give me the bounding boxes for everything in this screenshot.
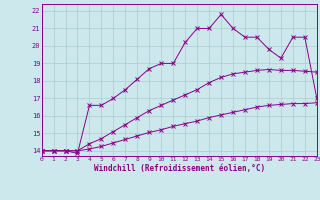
X-axis label: Windchill (Refroidissement éolien,°C): Windchill (Refroidissement éolien,°C) (94, 164, 265, 173)
